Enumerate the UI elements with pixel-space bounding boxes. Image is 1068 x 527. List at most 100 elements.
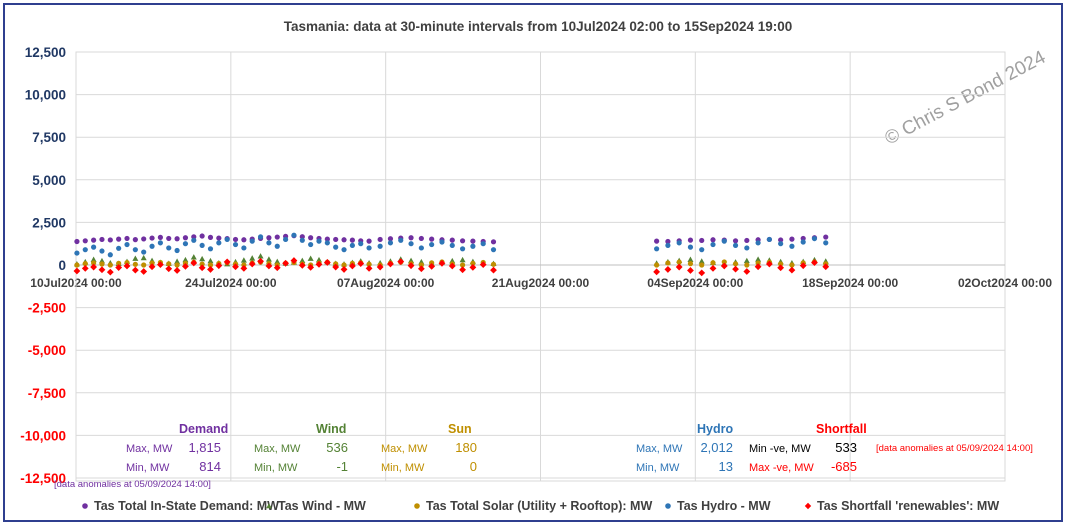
stat-shortfall-max-value: 533 xyxy=(835,440,857,455)
data-point xyxy=(198,264,206,272)
data-point xyxy=(207,262,214,268)
x-tick-label: 21Aug2024 00:00 xyxy=(492,276,590,290)
data-point xyxy=(116,236,122,242)
data-point xyxy=(207,266,214,273)
data-point xyxy=(157,234,163,240)
data-point xyxy=(249,238,255,244)
data-point xyxy=(698,269,706,277)
legend-item: Tas Wind - MW xyxy=(266,499,366,513)
data-point xyxy=(141,236,147,242)
data-point xyxy=(449,237,455,243)
data-point xyxy=(732,242,739,249)
data-point xyxy=(778,241,784,247)
data-point xyxy=(429,236,435,242)
data-point xyxy=(732,238,739,244)
data-point xyxy=(459,256,466,263)
data-point xyxy=(207,234,214,240)
data-point xyxy=(470,260,476,266)
data-point xyxy=(232,236,239,243)
data-point xyxy=(107,262,113,268)
data-point xyxy=(207,246,214,252)
data-point xyxy=(789,262,795,268)
stat-demand-max-value: 1,815 xyxy=(188,440,221,455)
x-tick-label: 04Sep2024 00:00 xyxy=(647,276,743,290)
data-point xyxy=(470,243,476,249)
data-point xyxy=(174,262,180,268)
data-point xyxy=(765,260,773,268)
data-point xyxy=(439,239,445,245)
data-point xyxy=(710,241,716,248)
data-point xyxy=(149,235,155,241)
series-group xyxy=(74,232,829,258)
data-point xyxy=(654,246,660,252)
data-point xyxy=(166,245,172,251)
data-point xyxy=(755,240,761,246)
stat-sun-header: Sun xyxy=(448,422,472,436)
data-point xyxy=(132,255,139,261)
data-point xyxy=(241,245,247,251)
data-point xyxy=(341,262,347,268)
stat-sun-max-label: Max, MW xyxy=(381,443,428,455)
data-point xyxy=(141,249,147,255)
data-point xyxy=(148,263,156,271)
stat-sun-max-value: 180 xyxy=(455,440,477,455)
data-point xyxy=(116,260,122,266)
data-point xyxy=(124,260,130,266)
data-point xyxy=(182,235,189,241)
legend-item: Tas Shortfall 'renewables': MW xyxy=(804,499,999,513)
legend-item: Tas Total In-State Demand: MW xyxy=(82,499,279,513)
data-point xyxy=(743,257,750,264)
data-point xyxy=(408,241,414,247)
data-point xyxy=(216,240,222,246)
data-point xyxy=(99,248,105,254)
data-point xyxy=(116,245,122,251)
data-point xyxy=(215,262,223,270)
data-point xyxy=(743,268,751,275)
data-point xyxy=(665,260,671,266)
data-point xyxy=(755,256,762,262)
data-point xyxy=(777,264,785,272)
data-point xyxy=(653,268,661,276)
data-point xyxy=(340,266,348,273)
data-point xyxy=(687,256,694,262)
data-point xyxy=(710,260,716,266)
y-tick-label: 10,000 xyxy=(25,88,66,103)
stat-wind-min-label: Min, MW xyxy=(254,462,298,474)
data-point xyxy=(299,234,305,240)
data-point xyxy=(376,263,384,271)
data-point xyxy=(191,237,197,243)
chart-frame: Tasmania: data at 30-minute intervals fr… xyxy=(3,3,1063,522)
data-point xyxy=(174,247,180,254)
data-point xyxy=(199,233,205,239)
legend-label: Tas Total Solar (Utility + Rooftop): MW xyxy=(426,499,652,513)
stat-shortfall-min-value: -685 xyxy=(831,459,857,474)
data-point xyxy=(698,258,705,264)
data-point xyxy=(190,259,198,267)
data-point xyxy=(470,238,476,244)
data-point xyxy=(166,261,172,267)
anomaly-note-right: [data anomalies at 05/09/2024 14:00] xyxy=(876,443,1033,454)
data-point xyxy=(74,250,80,256)
data-point xyxy=(199,242,205,249)
data-point xyxy=(377,243,383,249)
data-point xyxy=(199,261,205,267)
data-point xyxy=(349,237,355,243)
stat-hydro-min-label: Min, MW xyxy=(636,462,680,474)
data-point xyxy=(207,257,214,264)
data-point xyxy=(232,263,239,271)
stat-demand-min-label: Min, MW xyxy=(126,462,170,474)
data-point xyxy=(459,238,466,244)
data-point xyxy=(676,259,682,265)
data-point xyxy=(800,239,806,245)
data-point xyxy=(366,238,372,244)
data-point xyxy=(91,244,97,250)
data-point xyxy=(721,238,727,244)
data-point xyxy=(90,263,98,271)
data-point xyxy=(248,260,256,268)
data-point xyxy=(699,262,705,268)
plot-area: 12,500 10,000 7,500 5,000 2,500 0 -2,500 -5,000… xyxy=(20,45,1052,486)
data-point xyxy=(709,265,717,272)
data-point xyxy=(123,262,131,270)
data-point xyxy=(429,241,435,248)
data-point xyxy=(811,235,818,242)
